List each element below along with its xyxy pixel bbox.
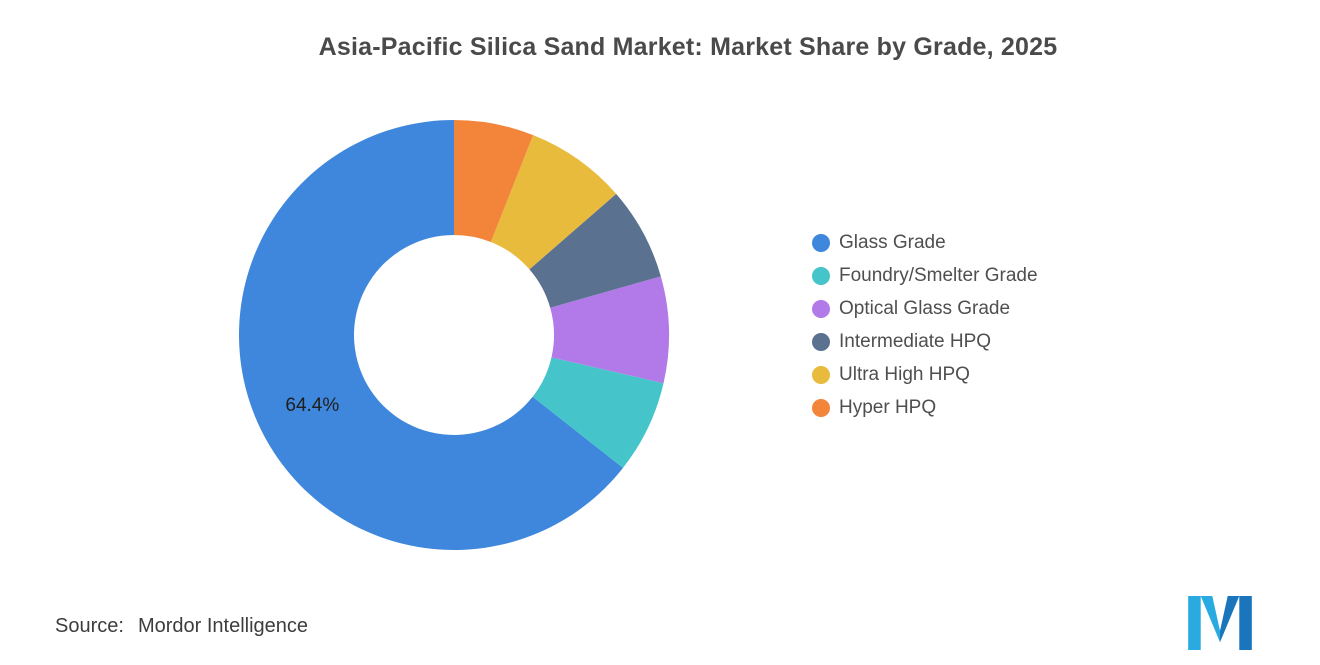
legend-item-optical-glass-grade: Optical Glass Grade <box>812 299 1038 318</box>
legend-label: Hyper HPQ <box>839 397 937 418</box>
legend-swatch-optical-glass-grade <box>812 299 830 318</box>
legend-label: Optical Glass Grade <box>839 298 1011 319</box>
source-line: Source: Mordor Intelligence <box>55 615 308 638</box>
logo-m-left <box>1188 596 1220 650</box>
slice-ultra-high-hpq <box>490 135 617 270</box>
legend-swatch-intermediate-hpq <box>812 332 830 351</box>
legend-label: Glass Grade <box>839 232 946 253</box>
slice-hyper-hpq <box>454 120 534 243</box>
legend-swatch-foundry-smelter-grade <box>812 266 830 285</box>
chart-legend: Glass Grade Foundry/Smelter Grade Optica… <box>812 233 1038 417</box>
legend-item-ultra-high-hpq: Ultra High HPQ <box>812 365 1038 384</box>
legend-swatch-hyper-hpq <box>812 398 830 417</box>
mordor-intelligence-logo <box>1188 596 1252 650</box>
source-label: Source: <box>55 615 124 637</box>
donut-svg: 64.4% <box>239 120 669 551</box>
legend-label: Intermediate HPQ <box>839 331 992 352</box>
slice-glass-grade <box>239 120 624 551</box>
legend-item-foundry-smelter-grade: Foundry/Smelter Grade <box>812 266 1038 285</box>
legend-item-intermediate-hpq: Intermediate HPQ <box>812 332 1038 351</box>
source-value: Mordor Intelligence <box>137 615 309 637</box>
chart-title: Asia-Pacific Silica Sand Market: Market … <box>318 33 1058 61</box>
legend-swatch-glass-grade <box>812 233 830 252</box>
legend-item-hyper-hpq: Hyper HPQ <box>812 398 1038 417</box>
slice-optical-glass-grade <box>550 276 669 384</box>
legend-label: Ultra High HPQ <box>839 364 970 385</box>
legend-label: Foundry/Smelter Grade <box>839 265 1038 286</box>
logo-svg <box>1188 596 1252 650</box>
slice-foundry-smelter-grade <box>532 357 664 468</box>
slice-intermediate-hpq <box>529 193 661 308</box>
donut-chart: 64.4% <box>233 114 675 556</box>
logo-m-right <box>1220 596 1252 650</box>
slice-data-label: 64.4% <box>285 395 339 416</box>
legend-item-glass-grade: Glass Grade <box>812 233 1038 252</box>
legend-swatch-ultra-high-hpq <box>812 365 830 384</box>
